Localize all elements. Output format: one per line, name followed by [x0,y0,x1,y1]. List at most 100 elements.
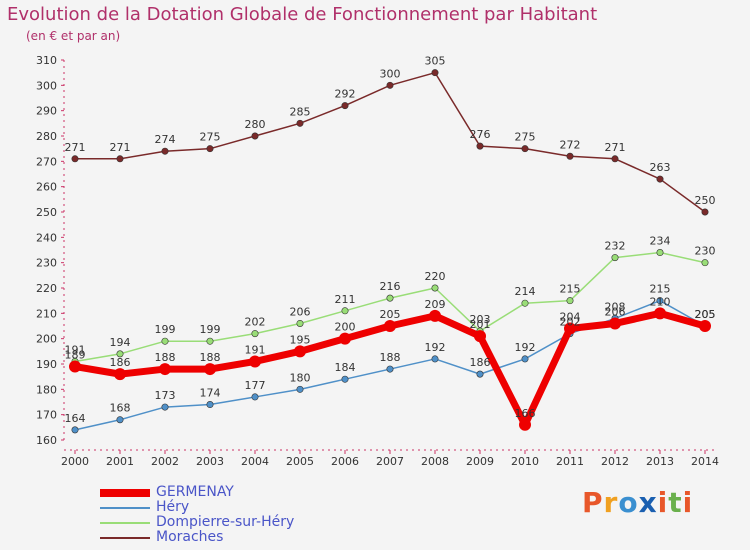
data-point [566,297,574,305]
data-point [294,345,306,358]
data-point [386,81,394,89]
data-label: 263 [650,161,671,174]
data-point [564,322,576,335]
data-label: 166 [515,407,536,420]
data-label: 276 [470,128,491,141]
data-point [116,416,124,424]
y-tick-label: 280 [36,130,57,143]
data-label: 220 [425,270,446,283]
data-label: 205 [380,308,401,321]
data-label: 188 [200,351,221,364]
y-tick-label: 270 [36,155,57,168]
x-tick-label: 2004 [241,455,269,468]
data-label: 186 [110,356,131,369]
data-point [519,418,531,431]
data-label: 275 [200,131,221,144]
data-label: 211 [335,293,356,306]
data-point [476,142,484,150]
data-point [116,155,124,163]
data-label: 215 [650,283,671,296]
legend-label: GERMENAY [156,484,234,500]
y-tick-label: 210 [36,307,57,320]
data-label: 271 [605,141,626,154]
data-point [431,69,439,77]
data-label: 214 [515,285,536,298]
data-label: 200 [335,321,356,334]
data-label: 192 [515,341,536,354]
data-label: 177 [245,379,266,392]
data-point [159,363,171,376]
data-point [341,307,349,315]
legend-swatch [100,522,150,524]
data-label: 280 [245,118,266,131]
data-point [701,208,709,216]
y-tick-label: 290 [36,105,57,118]
data-label: 191 [245,343,266,356]
data-label: 173 [155,389,176,402]
legend-label: Dompierre-sur-Héry [156,514,295,530]
data-point [656,297,664,305]
data-label: 192 [425,341,446,354]
legend-swatch [100,537,150,539]
data-point [699,320,711,332]
legend-label: Héry [156,499,190,515]
data-point [69,360,81,373]
data-label: 209 [425,298,446,311]
data-point [386,365,394,373]
data-label: 180 [290,371,311,384]
data-point [521,355,529,363]
data-point [71,426,79,434]
data-point [611,254,619,262]
data-label: 205 [695,308,716,321]
data-label: 201 [470,318,491,331]
data-label: 199 [200,323,221,336]
data-label: 230 [695,245,716,258]
x-tick-label: 2002 [151,455,179,468]
y-tick-label: 300 [36,79,57,92]
x-tick-label: 2009 [466,455,494,468]
data-point [566,152,574,160]
x-tick-label: 2000 [61,455,89,468]
legend-swatch [100,489,150,497]
data-point [384,320,396,332]
data-label: 206 [605,305,626,318]
data-label: 216 [380,280,401,293]
data-point [161,147,169,155]
data-label: 203 [470,313,491,326]
data-label: 191 [65,343,86,356]
data-label: 206 [290,305,311,318]
chart-title: Evolution de la Dotation Globale de Fonc… [7,4,598,25]
data-point [656,175,664,183]
y-tick-label: 180 [36,383,57,396]
y-tick-label: 190 [36,358,57,371]
x-tick-label: 2005 [286,455,314,468]
data-label: 194 [110,336,131,349]
data-label: 174 [200,387,221,400]
y-tick-label: 160 [36,434,57,447]
data-label: 205 [695,308,716,321]
data-label: 250 [695,194,716,207]
y-tick-label: 230 [36,257,57,270]
data-point [341,375,349,383]
x-tick-label: 2001 [106,455,134,468]
data-label: 305 [425,55,446,68]
data-label: 210 [650,295,671,308]
data-label: 195 [290,333,311,346]
data-point [701,259,709,267]
data-point [431,355,439,363]
data-point [609,317,621,330]
data-label: 199 [155,323,176,336]
chart-subtitle: (en € et par an) [26,29,121,43]
data-label: 168 [110,402,131,415]
x-tick-label: 2010 [511,455,539,468]
data-point [296,385,304,393]
data-label: 202 [560,316,581,329]
data-point [206,145,214,153]
data-point [474,330,486,343]
y-tick-label: 240 [36,231,57,244]
data-label: 204 [560,311,581,324]
x-tick-label: 2014 [691,455,719,468]
data-point [339,332,351,345]
data-point [476,370,484,378]
